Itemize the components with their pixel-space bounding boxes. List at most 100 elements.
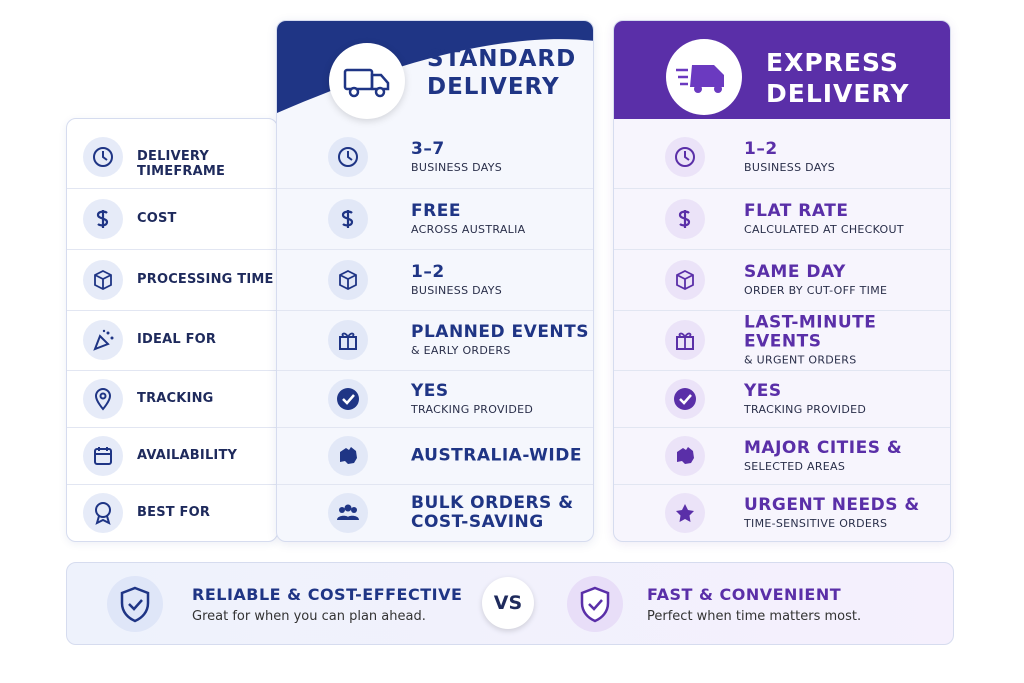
standard-icon [328,198,368,239]
express-icon-glyph [674,387,696,410]
row-separator [67,427,277,428]
truck-badge [329,43,405,119]
row-separator [67,249,277,250]
row-separator [277,370,593,371]
express-main: YES [744,380,782,401]
feature-icon-glyph [95,501,111,525]
standard-icon-glyph [341,209,354,228]
express-icon-glyph [675,147,695,167]
standard-icon-glyph [337,387,359,410]
feature-icon-glyph [93,147,113,167]
standard-icon [328,137,368,177]
feature-icon [83,435,123,476]
standard-sub: ACROSS AUSTRALIA [411,222,526,236]
standard-icon-glyph [339,332,357,350]
standard-value: PLANNED EVENTS & EARLY ORDERS [411,322,591,358]
feature-icon [83,137,123,177]
standard-value: FREE ACROSS AUSTRALIA [411,200,591,236]
standard-main: PLANNED EVENTS [411,322,589,342]
standard-main: YES [411,380,449,401]
express-icon-glyph [677,446,694,464]
standard-main: AUSTRALIA-WIDE [411,445,582,465]
express-icon-glyph [676,503,694,522]
standard-sub: BUSINESS DAYS [411,161,503,174]
feature-label: IDEAL FOR [137,332,217,347]
express-sub: BUSINESS DAYS [744,161,836,174]
express-main: LAST-MINUTE EVENTS [744,312,877,352]
express-truck-badge [666,39,742,115]
express-value: FLAT RATE CALCULATED AT CHECKOUT [744,200,924,236]
standard-main: FREE [411,200,461,221]
row-separator [277,249,593,250]
standard-sub: BUSINESS DAYS [411,283,503,297]
feature-icon-glyph [94,446,112,465]
footer-right-title: FAST & CONVENIENT [647,585,842,604]
express-main: FLAT RATE [744,200,849,221]
express-value: URGENT NEEDS & TIME-SENSITIVE ORDERS [744,494,924,530]
express-icon-glyph [678,209,691,228]
express-icon-glyph [676,269,694,290]
row-separator [67,188,277,189]
standard-column: STANDARD DELIVERY 3–7 BUSINESS DAYS FREE AC… [276,20,594,542]
express-value: LAST-MINUTE EVENTS & URGENT ORDERS [744,312,924,367]
express-value: MAJOR CITIES & SELECTED AREAS [744,438,924,473]
standard-value: 3–7 BUSINESS DAYS [411,139,591,175]
express-title: EXPRESS DELIVERY [766,48,910,108]
express-sub: TIME-SENSITIVE ORDERS [744,516,888,530]
standard-main: 1–2 [411,261,445,282]
feature-label: AVAILABILITY [137,447,238,463]
express-sub: & URGENT ORDERS [744,353,857,367]
row-separator [277,310,593,311]
shield-badge [567,576,623,632]
express-icon-glyph [676,332,694,350]
feature-column: DELIVERY TIMEFRAME COST PROCESSING TIME IDE… [66,118,278,542]
standard-main: BULK ORDERS & COST-SAVING [411,492,574,532]
express-icon [665,435,705,476]
feature-label: BEST FOR [137,504,211,520]
standard-value: YES TRACKING PROVIDED [411,380,591,416]
footer-banner: RELIABLE & COST-EFFECTIVE Great for when… [66,562,954,645]
feature-label: TRACKING [137,390,214,406]
row-separator [277,427,593,428]
row-separator [614,427,950,428]
express-value: 1–2 BUSINESS DAYS [744,139,924,175]
express-sub: TRACKING PROVIDED [744,402,867,416]
row-separator [614,188,950,189]
express-icon [665,198,705,239]
express-main: 1–2 [744,139,778,159]
feature-icon [83,259,123,300]
standard-value: BULK ORDERS & COST-SAVING [411,492,591,532]
row-separator [277,484,593,485]
shield-icon [120,586,150,623]
row-separator [67,370,277,371]
footer-left-title: RELIABLE & COST-EFFECTIVE [192,585,463,604]
row-separator [614,310,950,311]
standard-icon-glyph [339,269,357,290]
row-separator [277,188,593,189]
standard-icon [328,320,368,360]
fast-truck-icon [676,65,724,93]
row-separator [614,249,950,250]
feature-icon [83,492,123,533]
standard-icon [328,435,368,476]
feature-icon [83,378,123,419]
feature-label: DELIVERY TIMEFRAME [137,149,226,179]
standard-icon [328,378,368,419]
standard-value: AUSTRALIA-WIDE [411,446,591,465]
express-main: URGENT NEEDS & [744,494,920,515]
row-separator [614,484,950,485]
standard-icon-glyph [340,446,357,464]
express-icon [665,492,705,533]
shield-badge [107,576,163,632]
feature-icon [83,198,123,239]
feature-icon [83,320,123,360]
standard-sub: & EARLY ORDERS [411,344,511,357]
shield-icon [580,586,610,623]
standard-title: STANDARD DELIVERY [427,46,577,100]
standard-icon [328,492,368,533]
standard-icon [328,259,368,300]
feature-icon-glyph [93,329,114,351]
standard-icon-glyph [338,147,358,167]
standard-main: 3–7 [411,139,445,159]
